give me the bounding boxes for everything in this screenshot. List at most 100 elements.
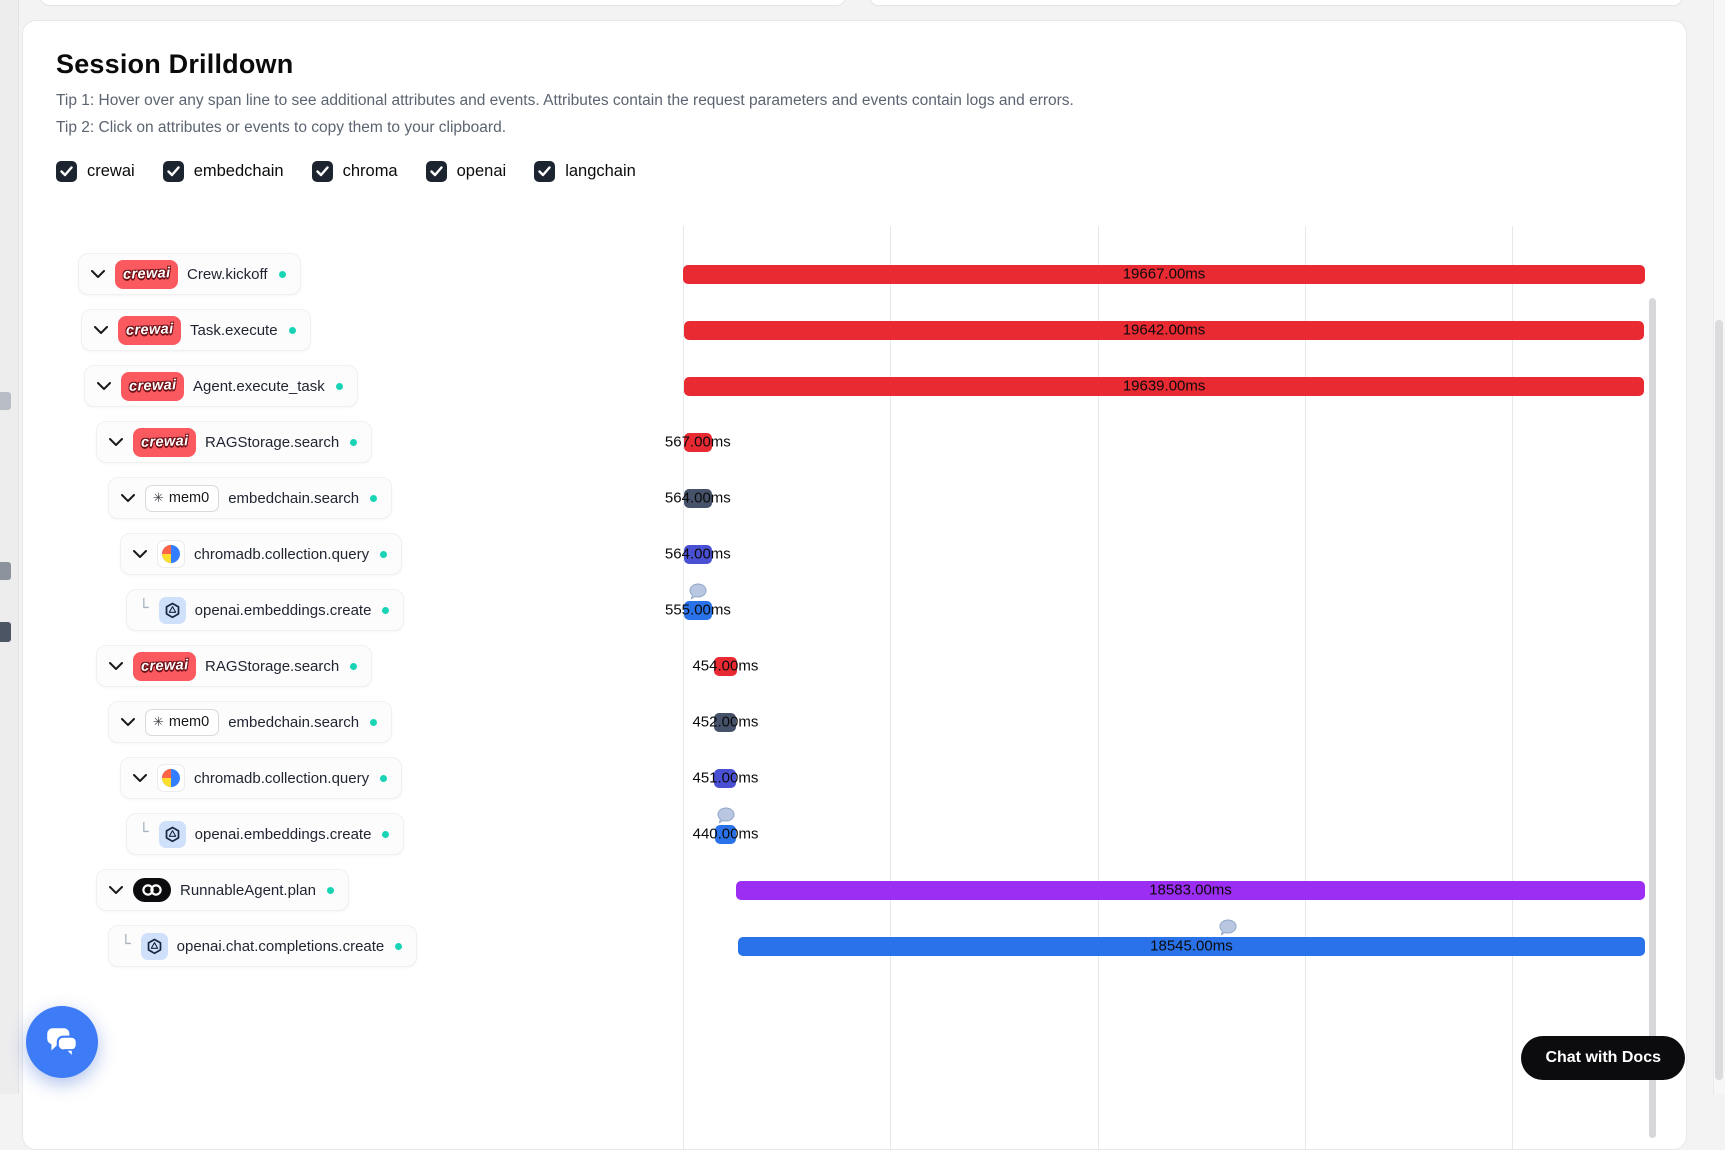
logo-slot — [133, 878, 171, 902]
span-bar[interactable] — [714, 656, 737, 676]
span-label-card[interactable]: chromadb.collection.query — [120, 757, 403, 799]
chat-widget-button[interactable] — [26, 1006, 98, 1078]
span-duration-label: 564.00ms — [664, 545, 731, 563]
span-row: └ openai.embeddings.create 555.00ms — [23, 583, 1686, 631]
span-bar[interactable] — [683, 376, 1645, 396]
span-label-card[interactable]: chromadb.collection.query — [120, 533, 403, 575]
filter-crewai[interactable]: crewai — [56, 161, 135, 182]
left-edge-strip — [0, 0, 19, 1094]
span-duration-label: 18545.00ms — [1150, 937, 1233, 955]
chevron-down-icon[interactable] — [120, 718, 136, 726]
event-bubble-icon[interactable] — [717, 807, 735, 824]
event-bubble-icon[interactable] — [1219, 919, 1237, 936]
filter-chroma[interactable]: chroma — [311, 161, 398, 182]
filter-label: embedchain — [193, 162, 284, 180]
chevron-down-icon[interactable] — [93, 326, 109, 334]
span-bar[interactable] — [684, 488, 712, 508]
checkbox-checked-icon[interactable] — [425, 161, 447, 182]
crewai-logo: crewai — [121, 371, 184, 401]
gridline — [1097, 226, 1099, 1149]
page-title: Session Drilldown — [56, 49, 294, 79]
span-duration-label: 19639.00ms — [1122, 377, 1206, 395]
span-bar[interactable] — [683, 264, 1645, 284]
span-bar[interactable] — [684, 544, 712, 564]
span-duration-label: 564.00ms — [664, 489, 731, 507]
span-label-card[interactable]: ✳ mem0 embedchain.search — [108, 477, 393, 519]
mem0-logo: ✳ mem0 — [145, 708, 220, 736]
clipped-sidebar-icon — [0, 392, 11, 410]
logo-slot: crewai — [115, 259, 178, 289]
checkbox-checked-icon[interactable] — [56, 161, 77, 182]
logo-slot: crewai — [133, 651, 196, 681]
page-scrollbar-thumb[interactable] — [1715, 320, 1723, 1080]
chevron-down-icon[interactable] — [96, 382, 112, 390]
span-bar[interactable] — [714, 712, 737, 732]
span-label-card[interactable]: ✳ mem0 embedchain.search — [108, 701, 393, 743]
chat-bubbles-icon — [43, 1023, 81, 1061]
checkbox-checked-icon[interactable] — [311, 161, 333, 182]
span-label-card[interactable]: └ openai.embeddings.create — [126, 813, 405, 855]
chroma-logo — [157, 540, 185, 568]
framework-filters: crewai embedchain chroma openai langchai — [56, 161, 1686, 182]
span-name: chromadb.collection.query — [194, 545, 370, 563]
chevron-down-icon[interactable] — [120, 494, 136, 502]
span-name: RAGStorage.search — [205, 433, 340, 451]
span-label-card[interactable]: crewai Task.execute — [81, 309, 311, 351]
gridline — [1304, 226, 1306, 1149]
logo-slot: crewai — [133, 427, 196, 457]
logo-slot: crewai — [121, 371, 184, 401]
span-label-card[interactable]: RunnableAgent.plan — [96, 869, 349, 911]
status-dot — [370, 718, 378, 726]
span-label-card[interactable]: crewai RAGStorage.search — [96, 645, 373, 687]
background-card-stub — [869, 0, 1683, 6]
chevron-down-icon[interactable] — [132, 774, 148, 782]
span-label-card[interactable]: crewai RAGStorage.search — [96, 421, 373, 463]
span-row: └ openai.embeddings.create 440.00ms — [23, 807, 1686, 855]
chevron-down-icon[interactable] — [132, 550, 148, 558]
session-drilldown-panel: Session Drilldown Tip 1: Hover over any … — [22, 20, 1687, 1150]
span-duration-label: 452.00ms — [692, 713, 759, 731]
span-row: crewai Crew.kickoff 19667.00ms — [23, 253, 1686, 295]
logo-slot: ✳ mem0 — [145, 708, 220, 736]
checkbox-checked-icon[interactable] — [162, 161, 184, 182]
span-bar[interactable] — [737, 936, 1645, 956]
span-bar[interactable] — [714, 824, 737, 844]
span-duration-label: 18583.00ms — [1149, 881, 1232, 899]
chevron-down-icon[interactable] — [108, 438, 124, 446]
span-row: └ openai.chat.completions.create 18545.0… — [23, 919, 1686, 967]
logo-slot — [157, 540, 185, 568]
filter-langchain[interactable]: langchain — [534, 161, 636, 182]
status-dot — [288, 326, 296, 334]
span-bar[interactable] — [684, 600, 712, 620]
filter-label: crewai — [87, 162, 135, 180]
span-label-card[interactable]: └ openai.embeddings.create — [126, 589, 405, 631]
span-label-card[interactable]: crewai Agent.execute_task — [84, 365, 358, 407]
status-dot — [370, 494, 378, 502]
span-row: ✳ mem0 embedchain.search 452.00ms — [23, 701, 1686, 743]
openai-logo — [140, 932, 168, 960]
event-bubble-icon[interactable] — [689, 583, 707, 600]
page-scrollbar-track[interactable] — [1713, 0, 1725, 1094]
span-name: chromadb.collection.query — [194, 769, 370, 787]
mem0-logo: ✳ mem0 — [145, 484, 220, 512]
span-bar[interactable] — [736, 880, 1645, 900]
span-bar[interactable] — [683, 432, 712, 452]
chat-with-docs-button[interactable]: Chat with Docs — [1521, 1036, 1685, 1080]
span-bar[interactable] — [714, 768, 737, 788]
chevron-down-icon[interactable] — [90, 270, 106, 278]
logo-slot — [158, 820, 186, 848]
chevron-down-icon[interactable] — [108, 886, 124, 894]
chevron-down-icon[interactable] — [108, 662, 124, 670]
filter-embedchain[interactable]: embedchain — [162, 161, 284, 182]
filter-label: openai — [456, 162, 507, 180]
checkbox-checked-icon[interactable] — [534, 161, 556, 182]
filter-label: langchain — [565, 162, 636, 180]
span-label-card[interactable]: crewai Crew.kickoff — [78, 253, 301, 295]
span-bar[interactable] — [683, 320, 1645, 340]
filter-openai[interactable]: openai — [425, 161, 507, 182]
span-label-card[interactable]: └ openai.chat.completions.create — [108, 925, 418, 967]
span-duration-label: 440.00ms — [692, 825, 759, 843]
chart-scrollbar-thumb[interactable] — [1649, 298, 1656, 1138]
span-duration-label: 555.00ms — [665, 601, 731, 619]
span-row: chromadb.collection.query 451.00ms — [23, 757, 1686, 799]
